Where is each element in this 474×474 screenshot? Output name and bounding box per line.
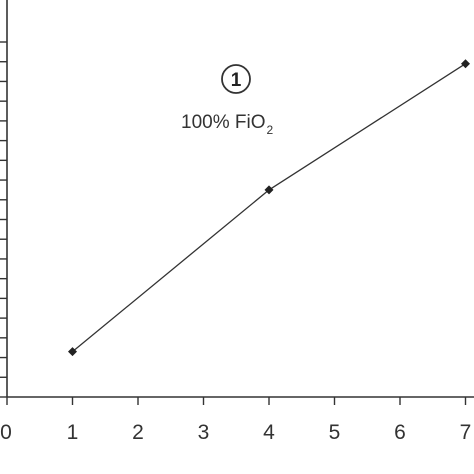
- chart-axes: [6, 0, 474, 398]
- x-tick-label: 1: [67, 421, 79, 444]
- annotation-label: 100% FiO2: [181, 112, 273, 137]
- x-axis-ticks: [6, 397, 467, 405]
- x-tick-label: 4: [263, 421, 275, 444]
- x-tick-label: 5: [329, 421, 341, 444]
- badge-number: 1: [231, 70, 242, 91]
- x-tick-label: 2: [132, 421, 144, 444]
- annotation: 1 100% FiO2: [181, 64, 273, 137]
- series-group: [72, 63, 466, 353]
- data-point: [461, 59, 470, 69]
- data-point: [68, 347, 77, 357]
- x-tick-label: 7: [460, 421, 472, 444]
- x-axis-tick-labels: 0 1 2 3 4 5 6 7: [0, 421, 471, 444]
- series-line: [72, 63, 466, 353]
- x-tick-label: 0: [0, 421, 12, 444]
- data-point: [264, 185, 274, 195]
- y-axis-ticks: [0, 41, 7, 398]
- series-points: [68, 59, 470, 357]
- annotation-text: 100% FiO: [181, 112, 265, 133]
- badge-circle: [221, 64, 251, 94]
- x-tick-label: 6: [394, 421, 406, 444]
- x-tick-label: 3: [198, 421, 210, 444]
- annotation-subscript: 2: [266, 123, 273, 137]
